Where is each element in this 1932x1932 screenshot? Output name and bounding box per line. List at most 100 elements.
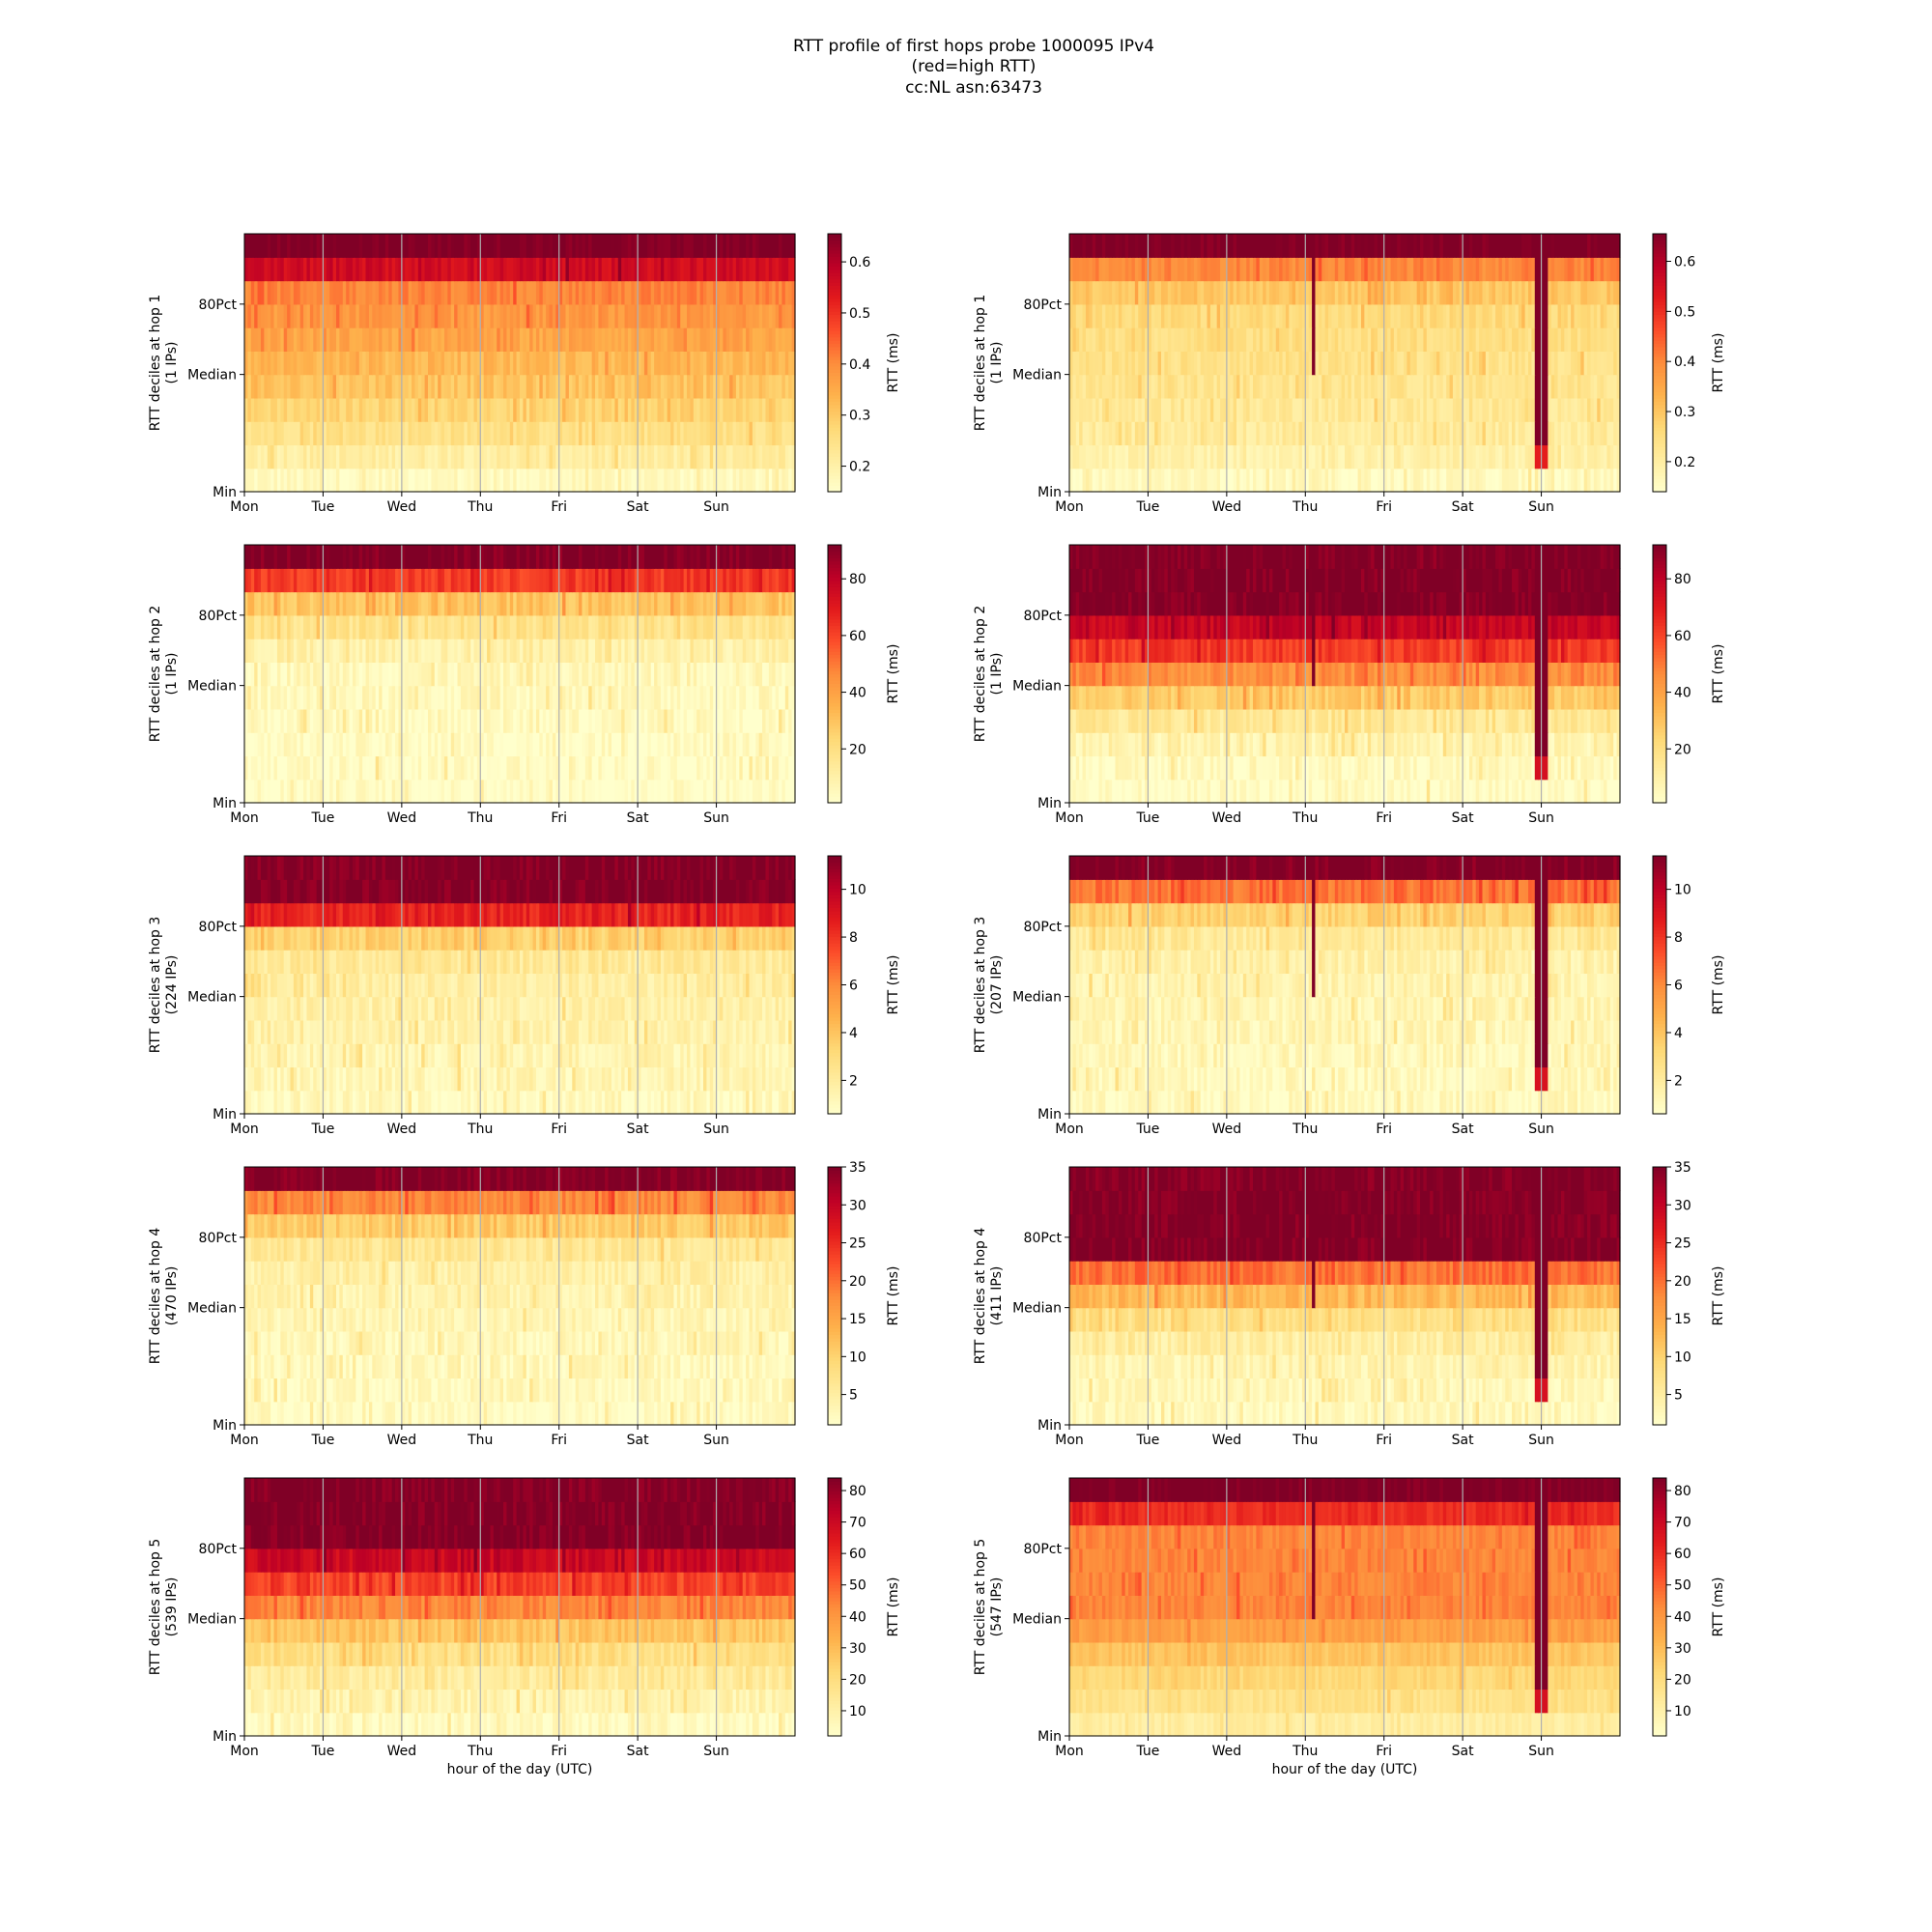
heatmap-cell [1321,257,1326,282]
heatmap-cell [1557,234,1562,258]
heatmap-cell [542,351,547,376]
heatmap-cell [473,468,478,493]
heatmap-cell [1606,468,1611,493]
heatmap-cell [257,732,262,757]
heatmap-cell [1583,351,1588,376]
heatmap-cell [1115,234,1120,258]
heatmap-cell [355,685,360,710]
heatmap-cell [713,732,718,757]
heatmap-cell [664,374,668,399]
heatmap-cell [1508,351,1513,376]
heatmap-cell [1580,303,1585,328]
heatmap-cell [1383,374,1388,399]
heatmap-cell [1508,374,1513,399]
colorbar-segment [1653,437,1666,441]
heatmap-cell [1230,421,1235,446]
heatmap-cell [365,234,370,258]
heatmap-cell [1383,351,1388,376]
heatmap-cell [657,351,662,376]
heatmap-cell [617,374,622,399]
heatmap-cell [476,755,481,781]
heatmap-cell [1213,444,1218,469]
heatmap-cell [627,351,632,376]
heatmap-cell [713,421,718,446]
heatmap-cell [546,755,551,781]
heatmap-cell [313,374,318,399]
colorbar-segment [828,485,841,490]
heatmap-cell [1171,444,1176,469]
heatmap-cell [775,303,780,328]
heatmap-cell [601,755,606,781]
heatmap-cell [614,468,619,493]
heatmap-cell [283,639,288,663]
heatmap-cell [379,397,384,422]
heatmap-cell [1154,303,1159,328]
heatmap-cell [254,755,259,781]
heatmap-cell [1600,421,1605,446]
heatmap-cell [257,327,262,352]
heatmap-cell [614,280,619,305]
heatmap-cell [355,327,360,352]
heatmap-cell [788,327,793,352]
heatmap-cell [457,685,462,710]
heatmap-cell [549,374,554,399]
heatmap-cell [326,421,330,446]
heatmap-cell [349,351,354,376]
heatmap-cell [1433,468,1437,493]
heatmap-cell [460,708,465,733]
heatmap-cell [595,421,600,446]
colorbar-segment [1653,353,1666,357]
heatmap-cell [1538,468,1543,493]
heatmap-cell [405,280,410,305]
heatmap-cell [1279,280,1284,305]
heatmap-cell [591,351,596,376]
heatmap-cell [1420,327,1425,352]
heatmap-cell [1085,468,1090,493]
heatmap-cell [1263,327,1267,352]
heatmap-cell [1112,444,1117,469]
heatmap-cell [384,468,389,493]
heatmap-cell [1128,374,1133,399]
heatmap-cell [506,685,511,710]
heatmap-cell [1239,327,1244,352]
heatmap-cell [1115,444,1120,469]
heatmap-cell [303,662,308,687]
heatmap-cell [634,374,639,399]
heatmap-cell [693,257,697,282]
heatmap-cell [1213,421,1218,446]
heatmap-cell [1371,280,1376,305]
heatmap-cell [532,374,537,399]
heatmap-cell [572,779,577,804]
heatmap-cell [687,444,692,469]
heatmap-cell [640,708,645,733]
heatmap-cell [1426,280,1431,305]
axes-frame [1068,233,1621,493]
heatmap-cell [1315,280,1320,305]
heatmap-cell [732,779,737,804]
heatmap-cell [579,351,583,376]
colorbar-tick-label: 0.6 [849,255,870,270]
heatmap-cell [1616,303,1621,328]
heatmap-cell [614,374,619,399]
heatmap-cell [667,257,671,282]
heatmap-cell [1597,257,1602,282]
heatmap-cell [428,468,432,493]
heatmap-cell [336,755,340,781]
heatmap-cell [713,257,718,282]
heatmap-cell [1151,234,1155,258]
heatmap-cell [739,374,744,399]
heatmap-cell [1334,397,1339,422]
heatmap-cell [1279,351,1284,376]
heatmap-cell [336,685,340,710]
heatmap-cell [532,397,537,422]
heatmap-cell [591,685,596,710]
heatmap-cell [1324,397,1329,422]
heatmap-cell [264,351,269,376]
heatmap-cell [1357,468,1362,493]
heatmap-cell [1334,374,1339,399]
heatmap-cell [1489,303,1493,328]
heatmap-cell [627,327,632,352]
